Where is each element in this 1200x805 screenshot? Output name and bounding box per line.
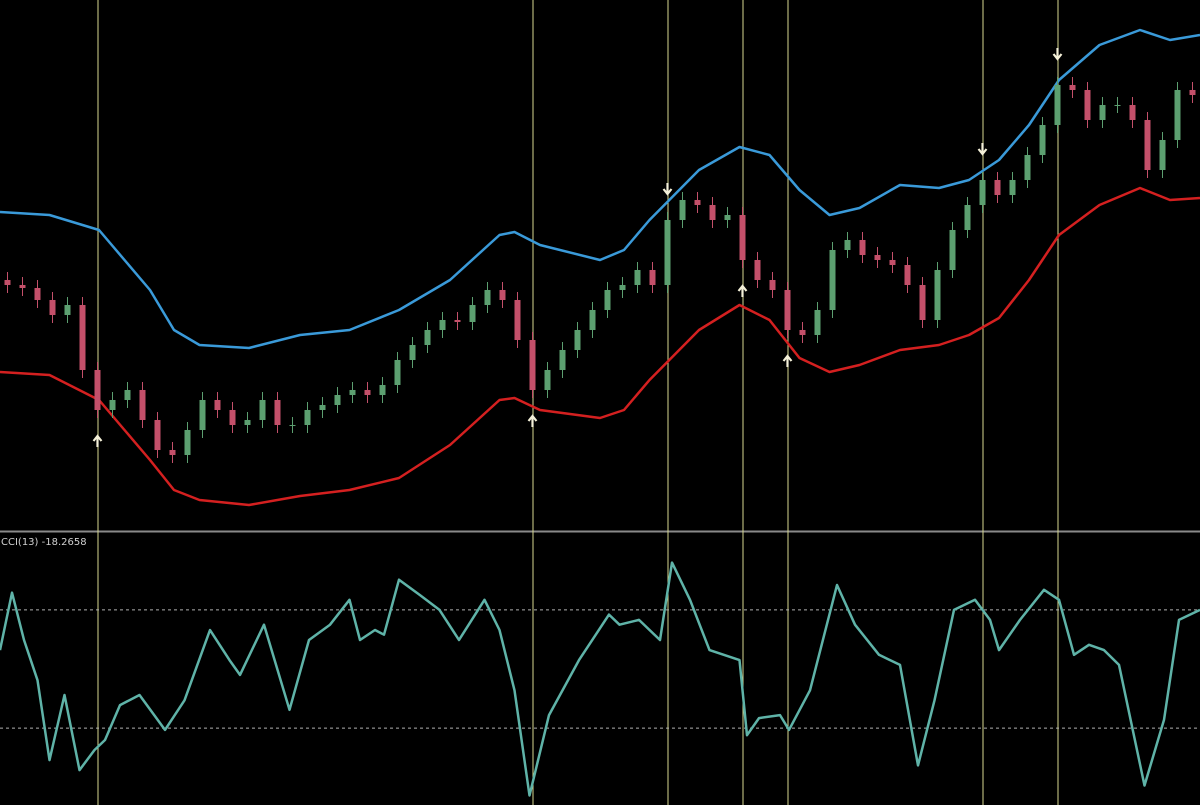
candle-body bbox=[544, 370, 551, 390]
signal-arrow bbox=[782, 354, 793, 367]
candle-body bbox=[784, 290, 791, 330]
signal-arrow bbox=[1052, 48, 1063, 61]
candle-body bbox=[169, 450, 176, 455]
candle-body bbox=[1114, 105, 1121, 106]
candle-body bbox=[259, 400, 266, 420]
candle-body bbox=[934, 270, 941, 320]
candle-body bbox=[979, 180, 986, 205]
candle-body bbox=[274, 400, 281, 425]
candle-body bbox=[94, 370, 101, 410]
candle-body bbox=[304, 410, 311, 425]
candle-body bbox=[109, 400, 116, 410]
candle-body bbox=[724, 215, 731, 220]
candle-body bbox=[574, 330, 581, 350]
candle-body bbox=[79, 305, 86, 370]
candle-body bbox=[844, 240, 851, 250]
candle-body bbox=[394, 360, 401, 385]
candle-body bbox=[1039, 125, 1046, 155]
signal-arrow bbox=[527, 414, 538, 427]
candle-body bbox=[349, 390, 356, 395]
signal-arrow bbox=[737, 284, 748, 297]
candle-body bbox=[409, 345, 416, 360]
candle-body bbox=[334, 395, 341, 405]
candle-body bbox=[604, 290, 611, 310]
candle-body bbox=[199, 400, 206, 430]
candle-body bbox=[529, 340, 536, 390]
candle-body bbox=[454, 320, 461, 322]
band-line bbox=[0, 186, 1200, 507]
candle-body bbox=[19, 285, 26, 288]
candle-body bbox=[49, 300, 56, 315]
candle-body bbox=[1129, 105, 1136, 120]
candle-body bbox=[4, 280, 11, 285]
candle-body bbox=[1099, 105, 1106, 120]
candle-body bbox=[1174, 90, 1181, 140]
candle-body bbox=[679, 200, 686, 220]
band-line bbox=[0, 28, 1200, 350]
candle-body bbox=[709, 205, 716, 220]
candle-body bbox=[154, 420, 161, 450]
indicator-name: CCI(13) bbox=[1, 537, 39, 548]
candle-body bbox=[1144, 120, 1151, 170]
candle-body bbox=[1159, 140, 1166, 170]
candle-body bbox=[439, 320, 446, 330]
candle-body bbox=[1009, 180, 1016, 195]
candle-body bbox=[649, 270, 656, 285]
candle-body bbox=[904, 265, 911, 285]
signal-arrow bbox=[92, 434, 103, 447]
candle-body bbox=[859, 240, 866, 255]
candle-body bbox=[889, 260, 896, 265]
signal-arrow bbox=[977, 143, 988, 156]
candle-body bbox=[589, 310, 596, 330]
candle-body bbox=[634, 270, 641, 285]
candle-body bbox=[244, 420, 251, 425]
candle-body bbox=[769, 280, 776, 290]
candle-body bbox=[1189, 90, 1196, 95]
indicator-label: CCI(13) -18.2658 bbox=[1, 537, 87, 548]
candle-body bbox=[799, 330, 806, 335]
indicator-line bbox=[0, 561, 1200, 797]
candle-body bbox=[814, 310, 821, 335]
candle-body bbox=[289, 425, 296, 426]
candle-body bbox=[829, 250, 836, 310]
candle-body bbox=[64, 305, 71, 315]
candle-body bbox=[124, 390, 131, 400]
candle-body bbox=[34, 288, 41, 300]
candle-body bbox=[619, 285, 626, 290]
candle-body bbox=[754, 260, 761, 280]
candle-body bbox=[379, 385, 386, 395]
signal-arrow bbox=[662, 183, 673, 196]
candle-body bbox=[469, 305, 476, 322]
candle-body bbox=[1054, 85, 1061, 125]
candle-body bbox=[874, 255, 881, 260]
candle-body bbox=[424, 330, 431, 345]
indicator-value: -18.2658 bbox=[42, 537, 87, 548]
candle-body bbox=[484, 290, 491, 305]
candle-body bbox=[739, 215, 746, 260]
candle-body bbox=[364, 390, 371, 395]
candle-body bbox=[949, 230, 956, 270]
candle-body bbox=[184, 430, 191, 455]
candle-body bbox=[994, 180, 1001, 195]
candle-body bbox=[1084, 90, 1091, 120]
candle-body bbox=[229, 410, 236, 425]
candle-body bbox=[214, 400, 221, 410]
candle-body bbox=[139, 390, 146, 420]
candle-body bbox=[1069, 85, 1076, 90]
candle-body bbox=[664, 220, 671, 285]
candle-body bbox=[964, 205, 971, 230]
candle-body bbox=[919, 285, 926, 320]
candle-body bbox=[559, 350, 566, 370]
candle-body bbox=[514, 300, 521, 340]
candle-body bbox=[499, 290, 506, 300]
candle-body bbox=[694, 200, 701, 205]
candle-body bbox=[319, 405, 326, 410]
candle-body bbox=[1024, 155, 1031, 180]
